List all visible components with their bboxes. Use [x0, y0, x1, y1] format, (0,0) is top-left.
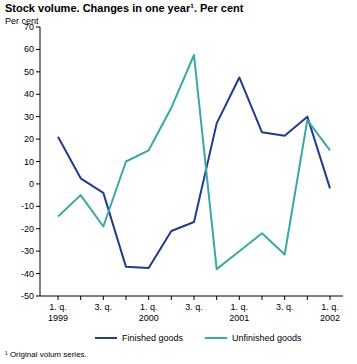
- x-tick: [58, 296, 59, 300]
- y-tick-label: 0: [29, 179, 34, 189]
- series-line: [58, 55, 330, 269]
- y-tick: [36, 183, 40, 184]
- legend-swatch: [205, 337, 227, 339]
- y-tick-label: -10: [21, 201, 34, 211]
- x-tick: [216, 296, 217, 300]
- x-tick-label-line: 2001: [229, 313, 249, 323]
- legend-swatch: [95, 337, 117, 339]
- x-tick-label: 3. q.: [185, 302, 203, 312]
- x-tick-label: 1. q.2001: [229, 302, 249, 323]
- x-tick-label: 1. q.1999: [48, 302, 68, 323]
- x-tick-label-line: 1. q.: [321, 302, 339, 312]
- x-tick: [307, 296, 308, 300]
- y-tick: [36, 116, 40, 117]
- y-tick: [36, 27, 40, 28]
- x-tick-label: 1. q.2002: [320, 302, 340, 323]
- x-tick: [284, 296, 285, 300]
- x-tick-label: 1. q.2000: [139, 302, 159, 323]
- y-tick: [36, 49, 40, 50]
- x-tick-label-line: 1. q.: [49, 302, 67, 312]
- y-tick: [36, 206, 40, 207]
- x-tick: [194, 296, 195, 300]
- x-tick-label-line: 1999: [48, 313, 68, 323]
- y-tick-label: 60: [24, 44, 34, 54]
- x-axis: [40, 296, 343, 297]
- x-tick: [262, 296, 263, 300]
- x-tick: [239, 296, 240, 300]
- legend-label: Finished goods: [122, 333, 184, 343]
- x-tick-label-line: 2000: [139, 313, 159, 323]
- x-tick: [80, 296, 81, 300]
- x-tick-label-line: 3. q.: [276, 302, 294, 312]
- x-tick-label: 3. q.: [95, 302, 113, 312]
- x-tick-label-line: 3. q.: [95, 302, 113, 312]
- legend-label: Unfinished goods: [232, 333, 302, 343]
- y-tick: [36, 161, 40, 162]
- x-tick-label-line: 2002: [320, 313, 340, 323]
- footnote: ¹ Original volum series.: [5, 350, 87, 359]
- series-line: [58, 77, 330, 268]
- y-tick: [36, 296, 40, 297]
- y-tick: [36, 251, 40, 252]
- title: Stock volume. Changes in one year¹. Per …: [5, 2, 244, 14]
- x-tick-label-line: 1. q.: [140, 302, 158, 312]
- y-tick-label: 30: [24, 112, 34, 122]
- x-tick: [126, 296, 127, 300]
- x-tick: [330, 296, 331, 300]
- x-tick: [148, 296, 149, 300]
- y-tick-label: -30: [21, 246, 34, 256]
- y-tick-label: 50: [24, 67, 34, 77]
- y-tick-label: 70: [24, 22, 34, 32]
- y-tick-label: -40: [21, 269, 34, 279]
- x-tick: [171, 296, 172, 300]
- y-tick-label: -50: [21, 291, 34, 301]
- x-tick-label-line: 1. q.: [231, 302, 249, 312]
- x-tick-label: 3. q.: [276, 302, 294, 312]
- y-tick: [36, 139, 40, 140]
- plot-area: [58, 55, 330, 269]
- y-tick: [36, 228, 40, 229]
- y-tick: [36, 71, 40, 72]
- y-tick-label: -20: [21, 224, 34, 234]
- y-tick-label: 10: [24, 157, 34, 167]
- y-tick-label: 20: [24, 134, 34, 144]
- y-tick: [36, 273, 40, 274]
- x-tick-label-line: 3. q.: [185, 302, 203, 312]
- y-tick: [36, 94, 40, 95]
- x-tick: [103, 296, 104, 300]
- y-tick-label: 40: [24, 89, 34, 99]
